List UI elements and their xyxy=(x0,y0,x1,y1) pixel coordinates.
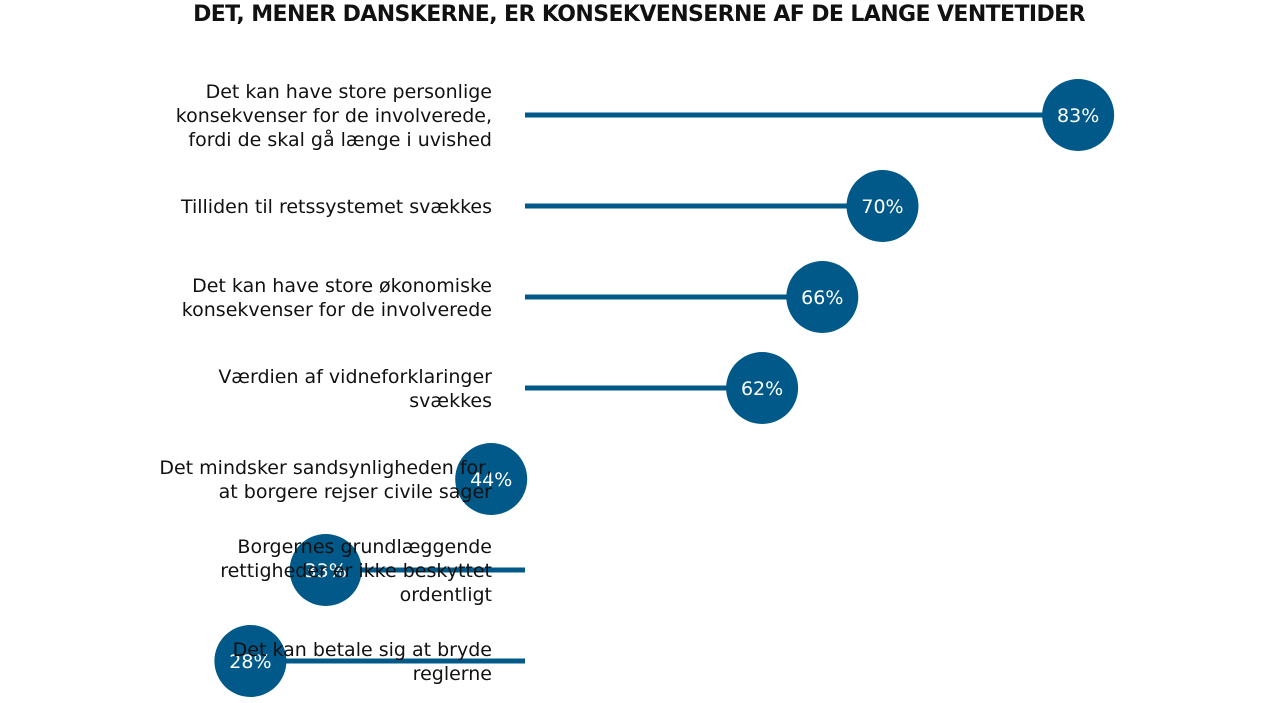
value-label-1: 83% xyxy=(1057,105,1099,127)
category-label-line: Borgernes grundlæggende xyxy=(237,536,492,558)
lollipop-marker-2 xyxy=(846,170,919,242)
category-label-1: Det kan have store personlige konsekvense… xyxy=(176,81,492,151)
category-label-4: Værdien af vidneforklaringer svækkes xyxy=(218,366,492,412)
category-label-line: Det kan betale sig at bryde xyxy=(233,639,492,661)
category-label-line: ordentligt xyxy=(400,584,492,606)
category-label-line: Det mindsker sandsynligheden for, xyxy=(159,457,492,479)
category-label-line: reglerne xyxy=(413,663,492,685)
lollipop-marker-3 xyxy=(786,261,859,333)
chart-title: DET, MENER DANSKERNE, ER KONSEKVENSERNE … xyxy=(193,2,1085,27)
category-label-line: at borgere rejser civile sager xyxy=(219,481,493,503)
category-label-line: svækkes xyxy=(409,390,492,412)
lollipop-marker-7 xyxy=(214,625,287,697)
category-label-line: Det kan have store personlige xyxy=(206,81,492,103)
category-label-line: konsekvenser for de involverede, xyxy=(176,105,492,127)
value-label-7: 28% xyxy=(229,651,271,673)
category-label-5: Det mindsker sandsynligheden for, at borg… xyxy=(159,457,492,503)
category-label-line: Tilliden til retssystemet svækkes xyxy=(180,196,492,218)
category-label-line: Det kan have store økonomiske xyxy=(192,275,492,297)
category-label-line: konsekvenser for de involverede xyxy=(182,299,492,321)
value-label-2: 70% xyxy=(861,196,903,218)
value-label-3: 66% xyxy=(801,287,843,309)
value-label-4: 62% xyxy=(741,378,783,400)
value-label-5: 44% xyxy=(470,469,512,491)
category-label-line: fordi de skal gå længe i uvished xyxy=(188,128,492,151)
category-label-line: Værdien af vidneforklaringer xyxy=(218,366,492,388)
lollipop-marker-6 xyxy=(289,534,362,606)
category-label-6: Borgernes grundlæggende rettigheder er ik… xyxy=(220,536,492,606)
category-label-7: Det kan betale sig at bryde reglerne xyxy=(233,639,492,685)
category-label-2: Tilliden til retssystemet svækkes xyxy=(180,196,492,218)
category-label-3: Det kan have store økonomiske konsekvense… xyxy=(182,275,492,321)
value-label-6: 33% xyxy=(305,560,347,582)
category-label-line: rettigheder er ikke beskyttet xyxy=(220,560,492,582)
lollipop-marker-1 xyxy=(1042,79,1115,151)
lollipop-marker-4 xyxy=(726,352,799,424)
lollipop-marker-5 xyxy=(455,443,528,515)
